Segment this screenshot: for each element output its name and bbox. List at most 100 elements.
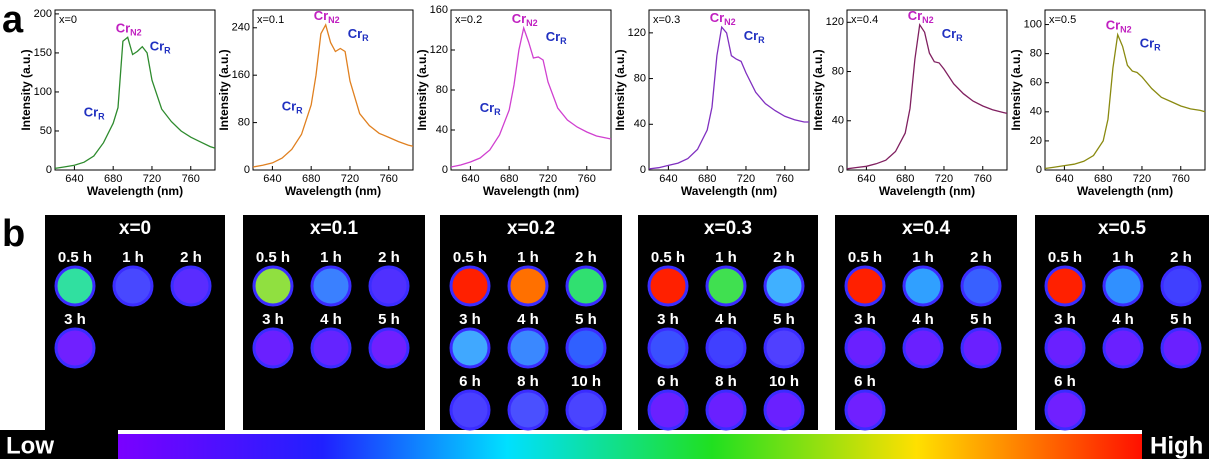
x-axis-label: Wavelength (nm) <box>681 184 777 198</box>
spot-label: 1 h <box>715 249 737 266</box>
spot <box>1046 391 1084 429</box>
chart-label: x=0.1 <box>257 14 284 26</box>
spot-label: 6 h <box>459 373 481 390</box>
peak-label: CrN2 <box>512 11 538 28</box>
peak-label-main: Cr <box>744 29 758 44</box>
spot <box>846 391 884 429</box>
spot-label: 1 h <box>517 249 539 266</box>
x-tick-label: 640 <box>263 173 281 185</box>
peak-label: CrR <box>744 29 765 46</box>
spot-label: 6 h <box>854 373 876 390</box>
x-tick-label: 720 <box>737 173 755 185</box>
peak-label-sub: N2 <box>922 15 934 25</box>
peak-label-main: Cr <box>116 21 130 36</box>
peak-label-sub: R <box>296 106 303 116</box>
spot-label: 0.5 h <box>58 249 92 266</box>
spot-label: 2 h <box>575 249 597 266</box>
x-tick-label: 760 <box>182 173 200 185</box>
y-tick-label: 40 <box>1030 106 1042 118</box>
chart-label: x=0.2 <box>455 14 482 26</box>
y-axis-label: Intensity (a.u.) <box>19 49 33 130</box>
spectrum-line <box>1045 35 1205 169</box>
image-title: x=0.5 <box>1098 218 1147 239</box>
spot-label: 1 h <box>912 249 934 266</box>
image-title: x=0.3 <box>704 218 752 239</box>
y-tick-label: 40 <box>436 124 448 136</box>
x-tick-label: 680 <box>698 173 716 185</box>
spot-label: 0.5 h <box>1048 249 1082 266</box>
spot <box>312 267 350 305</box>
peak-label-sub: R <box>956 33 963 43</box>
spectrum-line <box>847 25 1007 169</box>
spot <box>765 329 803 367</box>
x-tick-label: 680 <box>1094 173 1112 185</box>
peak-label: CrR <box>348 26 369 43</box>
panel-label: b <box>2 213 25 255</box>
x-axis-label: Wavelength (nm) <box>1077 184 1173 198</box>
spot <box>254 329 292 367</box>
x-tick-label: 680 <box>302 173 320 185</box>
spot <box>451 391 489 429</box>
image-title: x=0 <box>119 218 151 239</box>
y-axis-label: Intensity (a.u.) <box>217 49 231 130</box>
chart-label: x=0.4 <box>851 14 878 26</box>
y-tick-label: 40 <box>634 118 646 130</box>
x-tick-label: 680 <box>104 173 122 185</box>
spot <box>509 329 547 367</box>
peak-label-sub: R <box>758 36 765 46</box>
x-axis-label: Wavelength (nm) <box>87 184 183 198</box>
y-tick-label: 0 <box>1036 164 1042 176</box>
x-tick-label: 640 <box>659 173 677 185</box>
spot-label: 8 h <box>715 373 737 390</box>
spot <box>707 329 745 367</box>
spot-label: 5 h <box>1170 311 1192 328</box>
peak-label-main: Cr <box>150 39 164 54</box>
y-tick-label: 80 <box>238 116 250 128</box>
x-tick-label: 680 <box>500 173 518 185</box>
peak-label-main: Cr <box>282 99 296 114</box>
spot <box>846 267 884 305</box>
peak-label-sub: N2 <box>130 28 142 38</box>
spot-label: 5 h <box>378 311 400 328</box>
peak-label: CrN2 <box>116 21 142 38</box>
peak-label-main: Cr <box>480 100 494 115</box>
spot <box>962 329 1000 367</box>
colorbar-high: High <box>1150 432 1203 459</box>
peak-label-main: Cr <box>942 26 956 41</box>
peak-label-sub: R <box>1154 43 1161 53</box>
peak-label-sub: R <box>98 112 105 122</box>
spot-label: 3 h <box>657 311 679 328</box>
spot <box>567 267 605 305</box>
peak-label-main: Cr <box>1106 18 1120 33</box>
image-title: x=0.4 <box>902 218 951 239</box>
spectrum-line <box>649 27 809 169</box>
y-tick-label: 40 <box>832 115 844 127</box>
spot-label: 3 h <box>262 311 284 328</box>
spot <box>254 267 292 305</box>
spot-label: 3 h <box>459 311 481 328</box>
spot <box>370 267 408 305</box>
peak-label-sub: N2 <box>1120 25 1132 35</box>
peak-label: CrN2 <box>710 11 736 28</box>
spectrum-line <box>451 28 611 167</box>
spot <box>56 329 94 367</box>
spot-label: 0.5 h <box>453 249 487 266</box>
y-tick-label: 200 <box>34 8 52 20</box>
peak-label-sub: R <box>560 36 567 46</box>
y-tick-label: 120 <box>430 44 448 56</box>
spot-label: 8 h <box>517 373 539 390</box>
y-tick-label: 60 <box>1030 77 1042 89</box>
peak-label-main: Cr <box>314 8 328 23</box>
spot-label: 10 h <box>769 373 799 390</box>
spot-label: 4 h <box>715 311 737 328</box>
spot <box>1162 329 1200 367</box>
spot-label: 0.5 h <box>848 249 882 266</box>
spot <box>451 329 489 367</box>
plot-frame <box>451 10 611 170</box>
y-axis-label: Intensity (a.u.) <box>811 49 825 130</box>
peak-label: CrR <box>1140 36 1161 53</box>
y-tick-label: 100 <box>34 86 52 98</box>
peak-label: CrN2 <box>1106 18 1132 35</box>
spot <box>1162 267 1200 305</box>
y-tick-label: 0 <box>640 164 646 176</box>
